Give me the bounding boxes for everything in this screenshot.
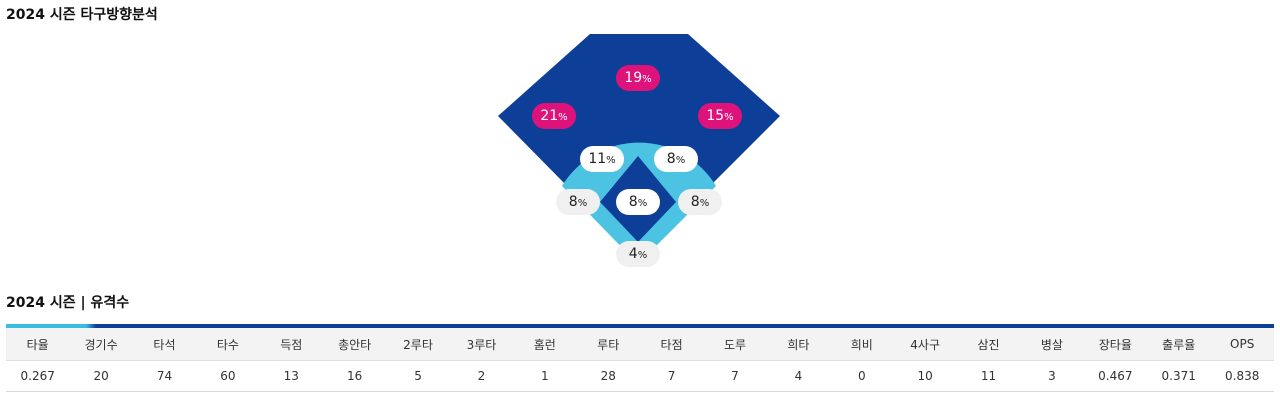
table-cell: 74 (132, 360, 197, 392)
hit-percent-third-base: 8% (556, 189, 600, 215)
hit-percent-second-base: 8% (654, 146, 698, 172)
column-header: 희비 (830, 328, 894, 361)
table-cell: 0.838 (1210, 360, 1274, 392)
column-header: OPS (1210, 328, 1274, 361)
hit-percent-pitcher: 8% (616, 189, 660, 215)
season-stats-title: 2024 시즌 | 유격수 (6, 295, 130, 311)
column-header: 4사구 (893, 328, 957, 361)
table-cell: 16 (322, 360, 387, 392)
table-cell: 10 (893, 360, 957, 392)
table-cell: 13 (259, 360, 323, 392)
hit-percent-center-field: 19% (616, 65, 660, 91)
table-cell: 1 (513, 360, 577, 392)
column-header: 도루 (703, 328, 767, 361)
column-header: 타석 (132, 328, 197, 361)
hit-percent-first-base: 8% (678, 189, 722, 215)
table-cell: 2 (449, 360, 514, 392)
column-header: 득점 (259, 328, 323, 361)
hit-percent-left-field: 21% (532, 103, 576, 129)
table-cell: 4 (766, 360, 831, 392)
spray-chart-field: 19% 21% 15% 11% 8% 8% 8% 8% 4% (496, 34, 782, 270)
column-header: 출루율 (1147, 328, 1211, 361)
column-header: 타율 (6, 328, 70, 361)
column-header: 희타 (766, 328, 831, 361)
table-cell: 0.371 (1147, 360, 1211, 392)
table-cell: 7 (703, 360, 767, 392)
column-header: 루타 (576, 328, 640, 361)
season-stats-table: 타율 경기수 타석 타수 득점 총안타 2루타 3루타 홈런 루타 타점 도루 … (6, 328, 1274, 392)
hit-percent-catcher: 4% (616, 241, 660, 267)
column-header: 병살 (1020, 328, 1084, 361)
table-cell: 0 (830, 360, 894, 392)
season-stats-table-wrapper: 타율 경기수 타석 타수 득점 총안타 2루타 3루타 홈런 루타 타점 도루 … (6, 324, 1274, 392)
table-top-accent-bar (6, 324, 1274, 328)
table-cell: 60 (196, 360, 260, 392)
column-header: 경기수 (69, 328, 133, 361)
table-row: 0.267 20 74 60 13 16 5 2 1 28 7 7 4 0 10… (6, 360, 1274, 392)
table-cell: 11 (956, 360, 1021, 392)
hit-percent-shortstop: 11% (580, 146, 624, 172)
column-header: 2루타 (386, 328, 450, 361)
column-header: 삼진 (956, 328, 1021, 361)
hit-percent-right-field: 15% (698, 103, 742, 129)
table-cell: 0.467 (1083, 360, 1148, 392)
table-cell: 3 (1020, 360, 1084, 392)
column-header: 타점 (639, 328, 704, 361)
table-cell: 28 (576, 360, 640, 392)
column-header: 장타율 (1083, 328, 1148, 361)
table-cell: 7 (639, 360, 704, 392)
column-header: 3루타 (449, 328, 514, 361)
table-header-row: 타율 경기수 타석 타수 득점 총안타 2루타 3루타 홈런 루타 타점 도루 … (6, 328, 1274, 361)
table-cell: 5 (386, 360, 450, 392)
spray-chart-title: 2024 시즌 타구방향분석 (6, 7, 158, 23)
column-header: 타수 (196, 328, 260, 361)
column-header: 총안타 (322, 328, 387, 361)
column-header: 홈런 (513, 328, 577, 361)
table-cell: 20 (69, 360, 133, 392)
table-cell: 0.267 (6, 360, 70, 392)
